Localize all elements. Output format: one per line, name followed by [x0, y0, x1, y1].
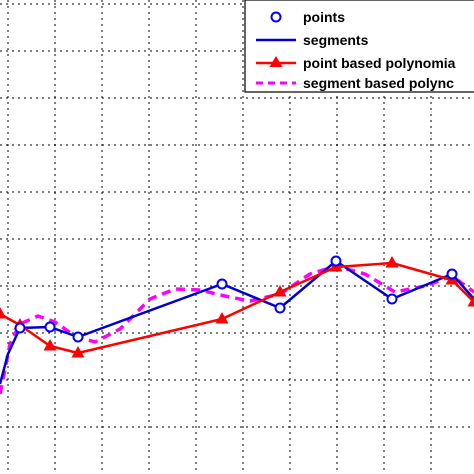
legend-entry-point-based-polynomial: point based polynomia — [256, 55, 456, 71]
point-point-based-polynomial-7 — [385, 256, 399, 268]
legend-points-label: points — [303, 9, 345, 25]
legend-entry-segment-based-polynomial: segment based polync — [256, 75, 454, 91]
point-points-1 — [44, 321, 56, 333]
legend-segment-poly-label: segment based polync — [303, 75, 454, 91]
point-point-based-polynomial-4 — [215, 312, 229, 324]
series-line-point-based-polynomial — [0, 261, 474, 355]
point-points-2 — [72, 331, 84, 343]
legend-point-poly-label: point based polynomia — [303, 55, 456, 71]
point-points-0 — [14, 322, 26, 334]
series-layer — [0, 255, 474, 395]
point-point-based-polynomial-5 — [273, 285, 287, 297]
point-point-based-polynomial-3 — [71, 346, 85, 358]
point-point-based-polynomial-0 — [0, 307, 7, 319]
series-line-segments — [0, 259, 474, 385]
legend-box — [244, 0, 474, 93]
legend: points segments point based polynomia se… — [244, 0, 474, 93]
point-points-3 — [216, 278, 228, 290]
point-point-based-polynomial-9 — [467, 295, 474, 307]
point-points-6 — [386, 293, 398, 305]
point-points-7 — [446, 268, 458, 280]
legend-point-poly-marker — [269, 56, 283, 67]
legend-segments-label: segments — [303, 32, 369, 48]
series-line-segment-based-polynomial — [0, 264, 474, 395]
legend-entry-points: points — [270, 9, 345, 25]
point-points-4 — [274, 302, 286, 314]
legend-entry-segments: segments — [256, 32, 369, 48]
legend-points-marker — [270, 11, 282, 23]
point-point-based-polynomial-2 — [43, 339, 57, 351]
point-points-5 — [330, 255, 342, 267]
